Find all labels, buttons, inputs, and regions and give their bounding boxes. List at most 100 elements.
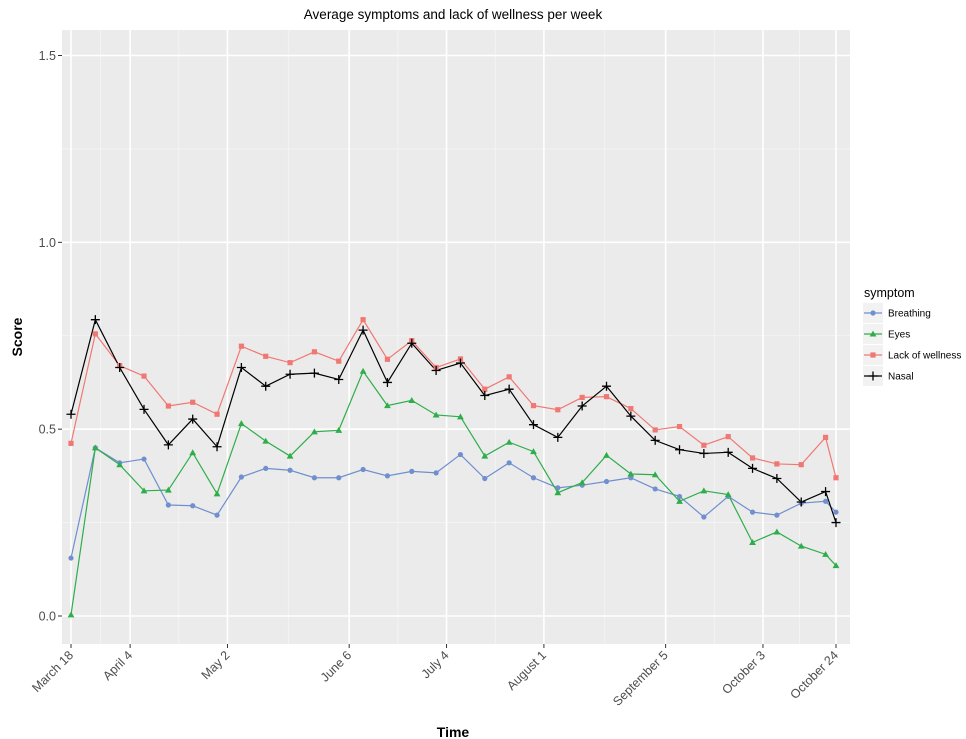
data-point-breathing — [482, 475, 488, 482]
data-point-breathing — [214, 512, 220, 518]
data-point-nasal — [431, 366, 441, 376]
x-tick-label: June 6 — [318, 648, 354, 684]
y-tick-label: 1.0 — [39, 236, 56, 250]
data-point-nasal — [602, 381, 611, 391]
data-point-lack-of-wellness — [238, 343, 244, 349]
y-axis-title: Score — [9, 317, 25, 356]
data-point-lack-of-wellness — [579, 394, 585, 401]
chart-title: Average symptoms and lack of wellness pe… — [304, 7, 603, 22]
data-point-eyes — [311, 428, 318, 435]
data-point-nasal — [66, 409, 76, 419]
data-point-breathing — [555, 485, 561, 491]
data-point-lack-of-wellness — [482, 386, 488, 392]
data-point-breathing — [833, 509, 839, 515]
data-point-eyes — [481, 452, 489, 459]
y-tick-label: 0.5 — [39, 423, 56, 437]
data-point-breathing — [652, 486, 658, 492]
data-point-breathing — [506, 460, 512, 466]
legend-label-eyes: Eyes — [888, 330, 910, 341]
data-point-breathing — [287, 467, 293, 473]
legend-key-marker-eyes — [869, 330, 877, 337]
data-point-nasal — [626, 411, 636, 421]
data-point-nasal — [188, 414, 198, 424]
data-point-lack-of-wellness — [774, 461, 780, 467]
data-point-lack-of-wellness — [652, 427, 658, 433]
data-point-nasal — [163, 440, 173, 450]
y-tick-label: 0.0 — [39, 610, 56, 624]
x-tick-label: September 5 — [610, 648, 671, 709]
data-point-breathing — [238, 474, 244, 480]
data-point-breathing — [336, 475, 342, 481]
data-point-lack-of-wellness — [165, 403, 171, 409]
data-point-eyes — [116, 461, 124, 468]
data-point-lack-of-wellness — [263, 353, 269, 359]
data-point-eyes — [189, 449, 197, 456]
data-point-breathing — [141, 456, 147, 462]
data-point-eyes — [530, 448, 537, 455]
x-tick-label: May 2 — [199, 648, 233, 682]
data-point-nasal — [650, 435, 660, 445]
data-point-lack-of-wellness — [725, 434, 731, 440]
data-point-nasal — [115, 363, 125, 373]
plot-panel — [62, 30, 850, 644]
data-point-nasal — [212, 442, 222, 452]
data-point-nasal — [285, 369, 295, 379]
major-gridlines — [62, 30, 850, 644]
data-point-eyes — [457, 413, 464, 420]
data-point-breathing — [774, 512, 780, 518]
data-point-lack-of-wellness — [530, 403, 537, 409]
data-point-eyes — [749, 538, 756, 545]
data-point-nasal — [723, 447, 733, 457]
data-point-lack-of-wellness — [506, 374, 512, 380]
data-point-lack-of-wellness — [603, 394, 610, 400]
data-point-nasal — [699, 448, 709, 458]
data-point-eyes — [384, 402, 391, 409]
data-point-eyes — [359, 367, 367, 374]
minor-gridlines — [62, 30, 850, 644]
data-point-nasal — [334, 374, 344, 384]
data-point-eyes — [578, 479, 586, 486]
data-point-lack-of-wellness — [336, 358, 342, 364]
data-point-eyes — [286, 452, 294, 459]
x-tick-label: April 4 — [100, 648, 135, 683]
data-point-lack-of-wellness — [701, 442, 707, 448]
data-point-lack-of-wellness — [822, 434, 829, 440]
data-point-breathing — [165, 502, 171, 508]
data-point-lack-of-wellness — [190, 399, 196, 405]
data-point-lack-of-wellness — [798, 462, 804, 468]
data-point-nasal — [407, 338, 417, 348]
data-point-eyes — [67, 611, 75, 618]
data-point-nasal — [90, 315, 100, 325]
data-point-breathing — [68, 555, 74, 561]
data-point-nasal — [577, 401, 587, 411]
legend-label-breathing: Breathing — [888, 309, 931, 320]
data-point-eyes — [651, 471, 659, 478]
data-point-lack-of-wellness — [141, 373, 147, 379]
legend-label-lack-of-wellness: Lack of wellness — [888, 351, 961, 362]
data-point-lack-of-wellness — [360, 317, 366, 323]
x-tick-label: March 18 — [29, 648, 76, 695]
data-point-lack-of-wellness — [555, 407, 561, 413]
y-tick-label: 1.5 — [39, 49, 56, 63]
data-point-eyes — [773, 528, 781, 535]
data-point-nasal — [772, 473, 782, 483]
data-point-breathing — [311, 475, 318, 481]
data-point-eyes — [237, 420, 245, 427]
data-point-nasal — [831, 518, 841, 528]
legend-key-marker-nasal — [868, 371, 878, 381]
data-point-lack-of-wellness — [68, 440, 74, 446]
data-point-eyes — [822, 550, 829, 557]
data-point-eyes — [164, 486, 172, 493]
legend-key-marker-lack-of-wellness — [870, 352, 876, 358]
legend: symptom Breathing Eyes Lack of wellness Nas… — [863, 286, 961, 386]
data-point-eyes — [627, 470, 635, 477]
data-point-nasal — [480, 391, 490, 401]
data-point-lack-of-wellness — [676, 423, 683, 430]
data-point-breathing — [457, 451, 464, 458]
legend-title: symptom — [864, 286, 915, 300]
data-point-eyes — [724, 491, 732, 498]
data-point-breathing — [822, 498, 829, 504]
data-point-breathing — [603, 478, 610, 485]
data-point-breathing — [433, 470, 439, 476]
